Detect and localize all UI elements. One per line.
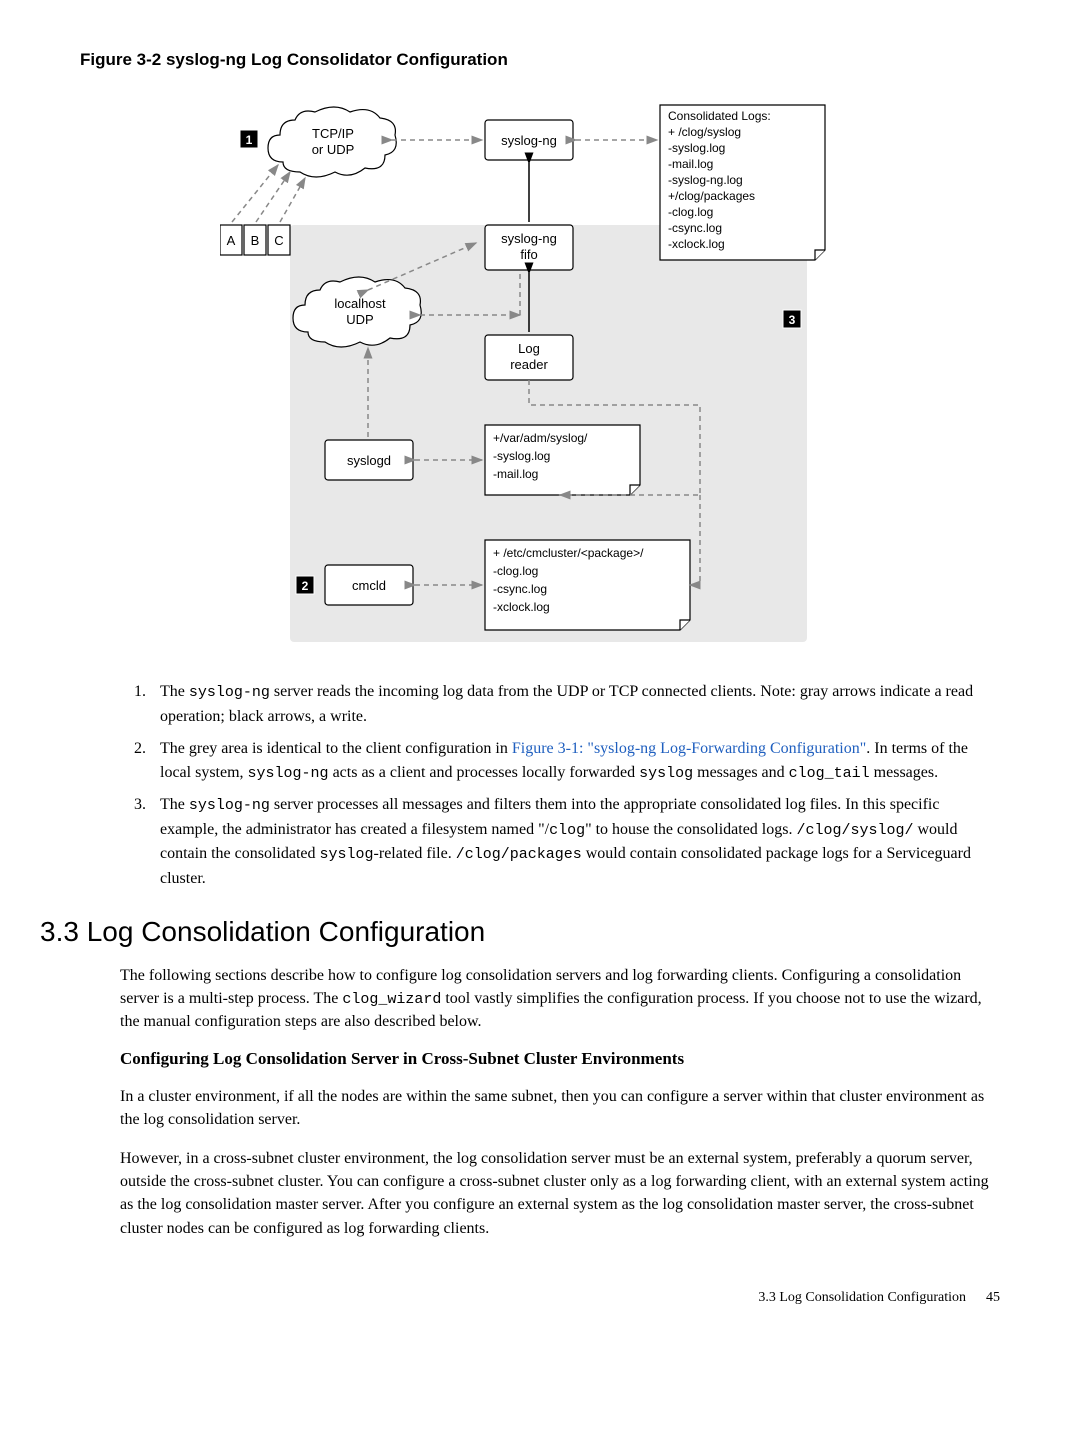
cloud-localhost-label: localhost (334, 296, 386, 311)
footer-section: 3.3 Log Consolidation Configuration (758, 1290, 966, 1306)
etc-line3: -xclock.log (493, 600, 550, 614)
figure-link[interactable]: Figure 3-1: "syslog-ng Log-Forwarding Co… (512, 740, 866, 757)
legend-item-2: The grey area is identical to the client… (150, 737, 1000, 786)
cloud-orudp-label: or UDP (312, 142, 355, 157)
cloud-tcpip-label: TCP/IP (312, 126, 354, 141)
section-heading: 3.3 Log Consolidation Configuration (40, 916, 1000, 948)
syslogng-fifo-label1: syslog-ng (501, 231, 557, 246)
page-footer: 3.3 Log Consolidation Configuration 45 (80, 1290, 1000, 1306)
varadm-line1: -syslog.log (493, 449, 550, 463)
varadm-line0: +/var/adm/syslog/ (493, 431, 588, 445)
client-c-label: C (274, 233, 283, 248)
figure-title: Figure 3-2 syslog-ng Log Consolidator Co… (80, 50, 1000, 70)
diagram: TCP/IP or UDP localhost UDP syslog-ng sy… (220, 90, 860, 650)
legend-item-1: The syslog-ng server reads the incoming … (150, 680, 1000, 729)
consolidated-line0: + /clog/syslog (668, 125, 741, 139)
consolidated-title: Consolidated Logs: (668, 109, 771, 123)
badge-1: 1 (246, 133, 253, 147)
syslogng-box-label: syslog-ng (501, 133, 557, 148)
cloud-udp-label: UDP (346, 312, 373, 327)
syslogd-label: syslogd (347, 453, 391, 468)
diagram-container: TCP/IP or UDP localhost UDP syslog-ng sy… (80, 90, 1000, 650)
badge-2: 2 (302, 579, 309, 593)
log-reader-label1: Log (518, 341, 540, 356)
consolidated-line5: -clog.log (668, 205, 713, 219)
consolidated-line6: -csync.log (668, 221, 722, 235)
badge-3: 3 (789, 313, 796, 327)
syslogng-fifo-label2: fifo (520, 247, 537, 262)
consolidated-line1: -syslog.log (668, 141, 725, 155)
consolidated-line2: -mail.log (668, 157, 713, 171)
consolidated-line4: +/clog/packages (668, 189, 755, 203)
legend-list: The syslog-ng server reads the incoming … (120, 680, 1000, 891)
log-reader-label2: reader (510, 357, 548, 372)
para3: However, in a cross-subnet cluster envir… (120, 1147, 1000, 1240)
etc-line2: -csync.log (493, 582, 547, 596)
consolidated-line7: -xclock.log (668, 237, 725, 251)
sub-heading: Configuring Log Consolidation Server in … (120, 1049, 1000, 1069)
varadm-line2: -mail.log (493, 467, 538, 481)
para2: In a cluster environment, if all the nod… (120, 1085, 1000, 1131)
cmcld-label: cmcld (352, 578, 386, 593)
client-b-label: B (251, 233, 260, 248)
para1: The following sections describe how to c… (120, 964, 1000, 1034)
etc-line0: + /etc/cmcluster/<package>/ (493, 546, 644, 560)
legend-item-3: The syslog-ng server processes all messa… (150, 793, 1000, 891)
consolidated-line3: -syslog-ng.log (668, 173, 743, 187)
client-a-label: A (227, 233, 236, 248)
footer-page-number: 45 (986, 1290, 1000, 1306)
etc-line1: -clog.log (493, 564, 538, 578)
